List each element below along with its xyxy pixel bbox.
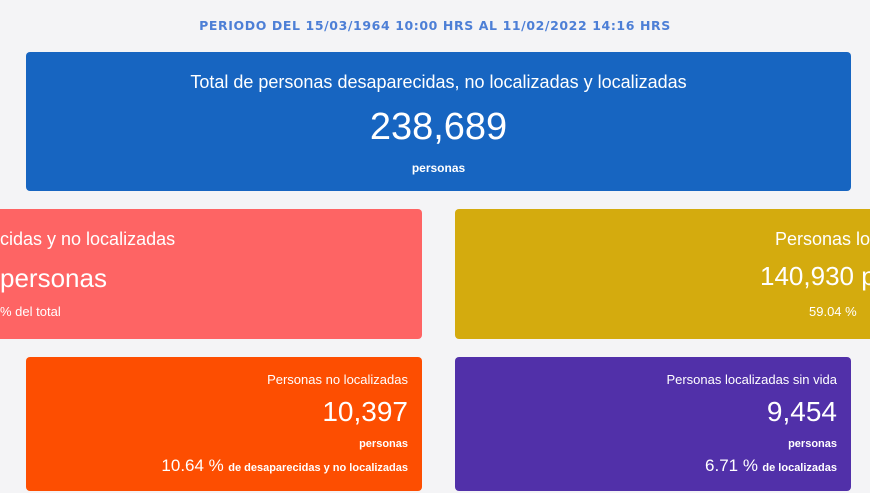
period-heading: PERIODO DEL 15/03/1964 10:00 HRS AL 11/0… [199, 18, 671, 33]
localizadas-card: Personas lo 140,930 p 59.04 % [455, 209, 870, 339]
localizadas-title: Personas lo [775, 229, 870, 249]
sin-vida-card: Personas localizadas sin vida 9,454 pers… [455, 357, 851, 491]
sin-vida-value: 9,454 [766, 396, 837, 427]
sin-vida-unit: personas [788, 438, 837, 450]
desaparecidas-percent: % del total [0, 304, 61, 319]
total-unit: personas [411, 161, 466, 175]
total-title: Total de personas desaparecidas, no loca… [190, 72, 687, 92]
sin-vida-percent-label: de localizadas [762, 462, 837, 474]
no-localizadas-percent-row: 10.64 % de desaparecidas y no localizada… [161, 456, 408, 476]
no-localizadas-card: Personas no localizadas 10,397 personas … [26, 357, 422, 491]
desaparecidas-title: cidas y no localizadas [0, 229, 176, 249]
no-localizadas-percent-label: de desaparecidas y no localizadas [228, 462, 408, 474]
localizadas-value: 140,930 p [760, 261, 870, 291]
sin-vida-percent: 6.71 % [705, 456, 758, 475]
total-card: Total de personas desaparecidas, no loca… [26, 52, 851, 191]
no-localizadas-percent: 10.64 % [161, 456, 224, 475]
total-value: 238,689 [369, 106, 508, 148]
sin-vida-title: Personas localizadas sin vida [666, 372, 837, 387]
localizadas-percent: 59.04 % [809, 304, 857, 319]
desaparecidas-value: personas [0, 263, 107, 293]
desaparecidas-card: cidas y no localizadas personas % del to… [0, 209, 422, 339]
no-localizadas-title: Personas no localizadas [267, 372, 408, 387]
sin-vida-percent-row: 6.71 % de localizadas [666, 456, 837, 476]
no-localizadas-value: 10,397 [322, 396, 408, 427]
no-localizadas-unit: personas [359, 438, 408, 450]
